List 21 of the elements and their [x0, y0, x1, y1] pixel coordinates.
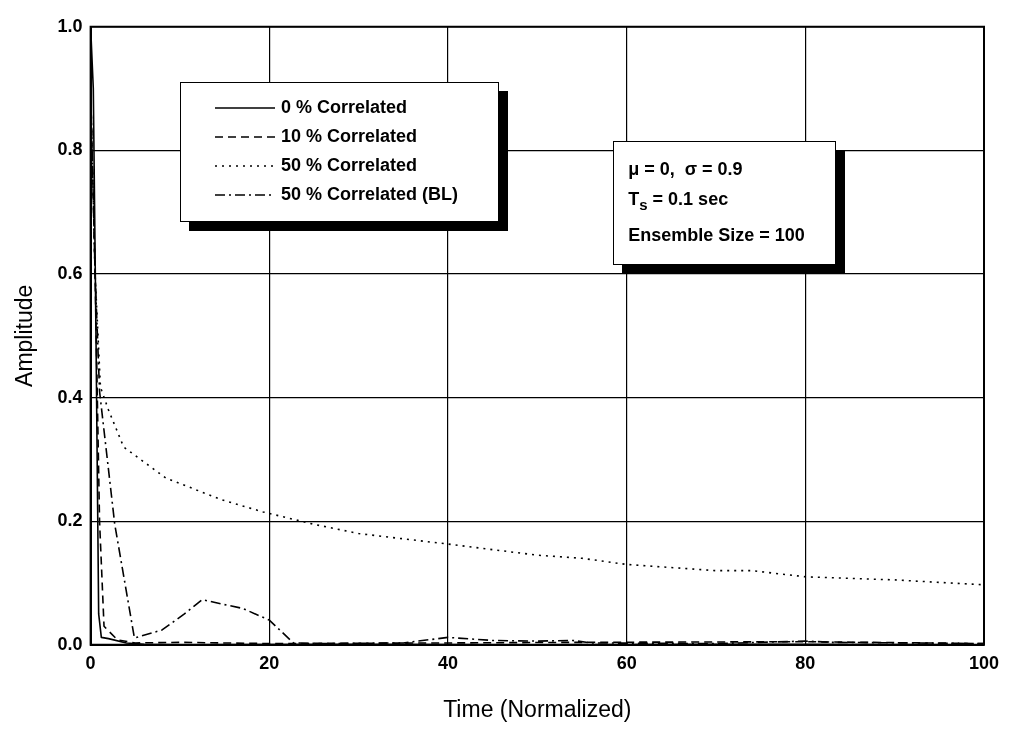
- y-tick-label: 1.0: [57, 15, 83, 36]
- x-tick-label: 60: [616, 652, 637, 673]
- x-tick-label: 20: [259, 652, 280, 673]
- y-axis-title: Amplitude: [11, 284, 38, 387]
- x-tick-label: 100: [968, 652, 1000, 673]
- legend-label: 50 % Correlated (BL): [280, 183, 458, 207]
- annotation: μ = 0, σ = 0.9: [628, 158, 744, 182]
- y-tick-label: 0.8: [57, 139, 83, 160]
- legend-label: 50 % Correlated: [280, 154, 418, 178]
- x-tick-label: 80: [795, 652, 816, 673]
- y-tick-label: 0.2: [57, 510, 83, 531]
- y-tick-label: 0.0: [57, 633, 83, 654]
- x-tick-label: 0: [85, 652, 96, 673]
- legend-label: 0 % Correlated: [280, 96, 407, 120]
- annotation: T$_{s}$ = 0.1 sec: [628, 188, 730, 215]
- x-tick-label: 40: [437, 652, 458, 673]
- y-tick-label: 0.4: [57, 386, 83, 407]
- y-tick-label: 0.6: [57, 262, 83, 283]
- annotation: Ensemble Size = 100: [628, 223, 805, 247]
- legend-label: 10 % Correlated: [280, 125, 418, 149]
- x-axis-title: Time (Normalized): [443, 695, 632, 722]
